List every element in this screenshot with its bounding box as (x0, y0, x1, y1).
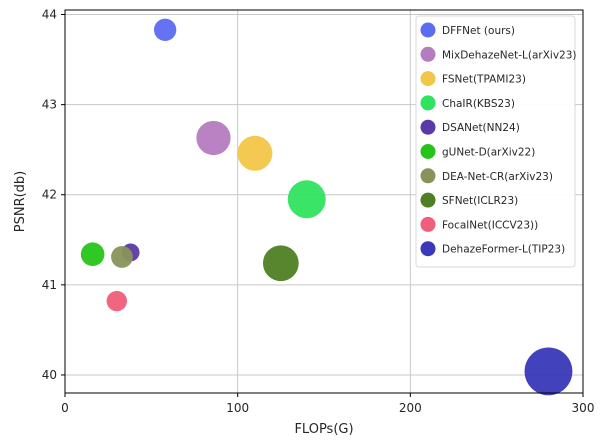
y-axis-label: PSNR(db) (13, 171, 28, 233)
legend-marker (420, 22, 436, 38)
legend-label: SFNet(ICLR23) (442, 195, 518, 207)
legend-label: DFFNet (ours) (442, 25, 515, 37)
legend-marker (420, 119, 436, 135)
x-tick-label: 0 (61, 401, 69, 415)
bubbles (80, 18, 573, 396)
legend-marker (420, 46, 436, 62)
legend-label: MixDehazeNet-L(arXiv23) (442, 49, 577, 61)
legend-label: DEA-Net-CR(arXiv23) (442, 171, 553, 183)
legend-marker (420, 144, 436, 159)
x-tick-label: 200 (399, 401, 422, 415)
x-tick-label: 300 (572, 401, 595, 415)
bubble-point (153, 18, 177, 41)
legend-box (415, 15, 576, 268)
legend-label: FocalNet(ICCV23)) (442, 219, 538, 231)
bubble-point (196, 120, 231, 156)
bubble-point (287, 180, 326, 219)
y-tick-label: 41 (42, 278, 57, 292)
legend: DFFNet (ours) MixDehazeNet-L(arXiv23) FSNe… (415, 15, 577, 268)
bubble-point (80, 242, 105, 267)
legend-marker (420, 71, 436, 87)
bubble-point (106, 290, 128, 312)
legend-marker (420, 95, 436, 111)
bubble-point (111, 246, 133, 268)
legend-marker (420, 241, 436, 257)
x-tick-label: 100 (226, 401, 249, 415)
y-tick-label: 42 (42, 188, 57, 202)
legend-label: FSNet(TPAMI23) (442, 74, 526, 86)
legend-label: DehazeFormer-L(TIP23) (442, 244, 565, 256)
legend-label: ChaIR(KBS23) (442, 98, 515, 110)
x-axis-label: FLOPs(G) (294, 422, 353, 437)
axis-ticks: 0 100 200 300 40 41 42 43 44 (42, 8, 595, 415)
bubble-point (237, 135, 273, 171)
y-tick-label: 40 (42, 368, 57, 382)
legend-marker (420, 216, 436, 232)
legend-marker (420, 168, 436, 184)
bubble-point (262, 245, 299, 282)
bubble-point (524, 347, 573, 396)
plot-frame (64, 9, 584, 394)
y-tick-label: 44 (42, 8, 57, 22)
y-tick-label: 43 (42, 98, 57, 112)
legend-label: DSANet(NN24) (442, 122, 520, 134)
gridlines (64, 10, 584, 393)
legend-marker (420, 192, 436, 208)
legend-label: gUNet-D(arXiv22) (442, 147, 535, 159)
